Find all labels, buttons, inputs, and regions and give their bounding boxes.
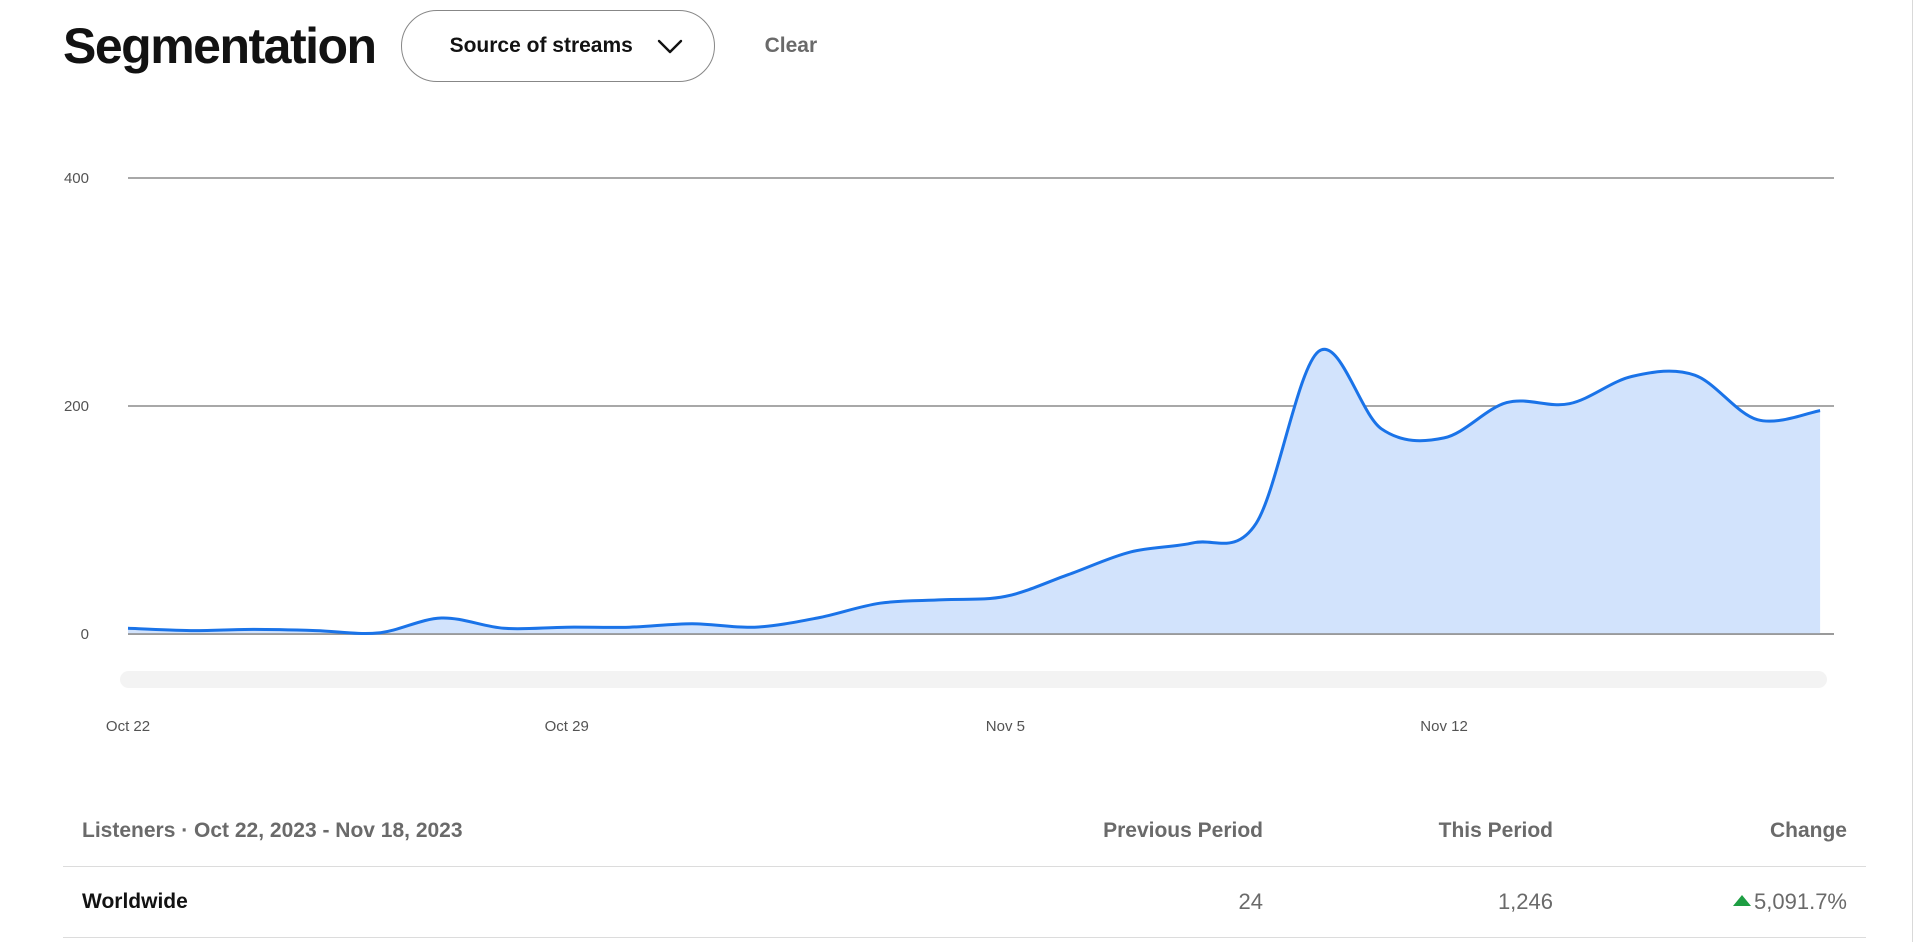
series-area [128, 349, 1821, 634]
region-name: Worldwide [82, 890, 188, 913]
series-line [127, 347, 1821, 636]
x-tick-label: Oct 29 [545, 718, 589, 735]
column-header-listeners: Listeners · Oct 22, 2023 - Nov 18, 2023 [82, 819, 463, 842]
column-header-change: Change [1769, 819, 1847, 842]
y-tick-label: 200 [64, 398, 89, 415]
segment-dropdown-label: Source of streams [449, 34, 633, 57]
listeners-table: Listeners · Oct 22, 2023 - Nov 18, 2023 … [63, 796, 1866, 938]
table-row[interactable]: Worldwide 24 1,246 5,091.7% [63, 867, 1866, 938]
trend-up-icon [1733, 895, 1752, 906]
x-tick-label: Nov 12 [1420, 718, 1468, 735]
clear-button[interactable]: Clear [764, 34, 818, 57]
streams-area-chart: 400 200 0 Oct 22 Oct 29 Nov 5 Nov 12 [64, 170, 1834, 735]
change-percent: 5,091.7% [1754, 889, 1847, 914]
column-header-this-period: This Period [1438, 819, 1553, 842]
scroll-edge [1912, 0, 1913, 942]
y-tick-label: 400 [64, 170, 89, 187]
segment-dropdown[interactable]: Source of streams [400, 10, 715, 82]
y-tick-label: 0 [81, 626, 89, 643]
page-title: Segmentation [63, 18, 377, 74]
x-tick-label: Nov 5 [986, 718, 1025, 735]
chevron-down-icon [656, 37, 684, 55]
chart-scrollbar [120, 671, 1827, 688]
x-tick-label: Oct 22 [106, 718, 150, 735]
segmentation-header: Segmentation Source of streams Clear [63, 8, 817, 84]
this-period-value: 1,246 [1497, 889, 1553, 914]
column-header-previous-period: Previous Period [1103, 819, 1263, 842]
change-value: 5,091.7% [1553, 889, 1866, 915]
previous-period-value: 24 [1238, 889, 1263, 914]
table-header-row: Listeners · Oct 22, 2023 - Nov 18, 2023 … [63, 796, 1866, 867]
